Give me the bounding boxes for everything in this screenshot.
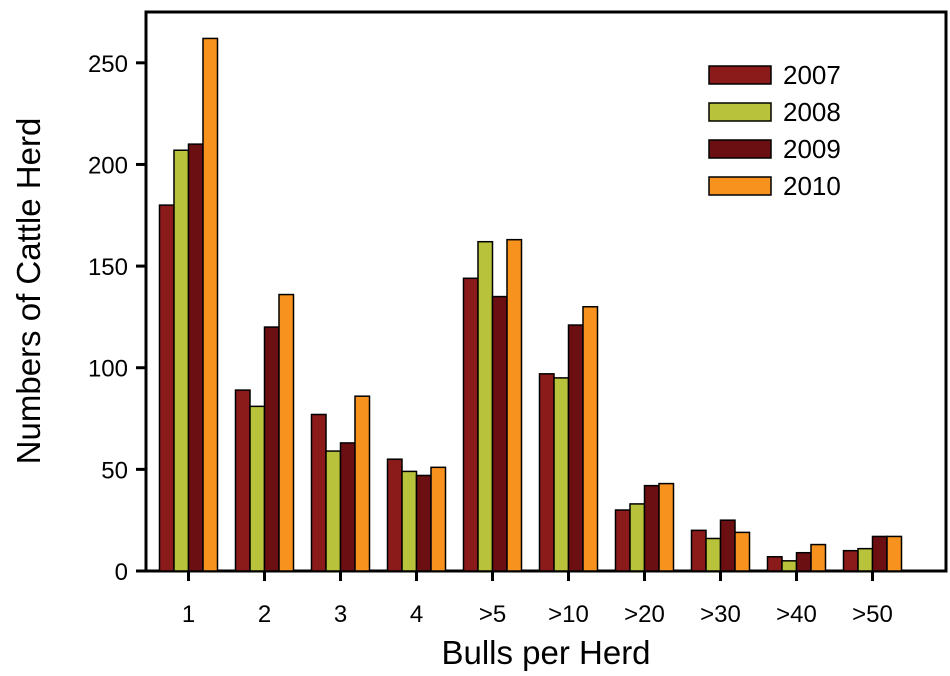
- legend: 2007 2008 2009 2010: [708, 60, 841, 201]
- x-axis-title: Bulls per Herd: [441, 634, 650, 671]
- x-tick-label: 4: [410, 601, 423, 628]
- legend-label-2010: 2010: [783, 171, 841, 201]
- bar-2008-2: [325, 450, 342, 572]
- legend-swatch-2009: [708, 139, 772, 159]
- bar-2010-6: [658, 482, 675, 572]
- x-tick-label: >50: [852, 601, 893, 628]
- bar-2008-8: [781, 560, 798, 572]
- x-tick-label: 2: [258, 601, 271, 628]
- y-tick-label: 0: [115, 559, 128, 586]
- x-axis: 1 2 3 4 >5 >10 >20 >30 >40 >50: [182, 571, 893, 628]
- y-tick-label: 150: [88, 254, 128, 281]
- legend-label-2007: 2007: [783, 60, 841, 90]
- bar-2009-7: [719, 519, 736, 572]
- bar-2008-3: [401, 470, 418, 572]
- x-tick-label: >20: [624, 601, 665, 628]
- x-tick-label: 1: [182, 601, 195, 628]
- bar-2008-9: [857, 547, 874, 572]
- bar-2009-9: [871, 535, 888, 572]
- bar-2008-4: [477, 240, 494, 572]
- y-tick-label: 200: [88, 152, 128, 179]
- bar-2010-4: [506, 238, 523, 572]
- y-tick-label: 50: [101, 457, 128, 484]
- bar-2007-0: [158, 204, 175, 572]
- bar-2007-4: [462, 277, 479, 572]
- bar-2009-1: [263, 326, 280, 572]
- bar-2010-0: [202, 37, 219, 572]
- bar-2007-5: [538, 373, 555, 572]
- y-axis: 0 50 100 150 200 250: [88, 51, 146, 586]
- bar-2010-9: [886, 535, 903, 572]
- bar-2007-7: [690, 529, 707, 572]
- bar-2007-2: [310, 413, 327, 572]
- bar-2009-0: [187, 143, 204, 572]
- bar-2009-6: [643, 484, 660, 572]
- y-axis-title: Numbers of Cattle Herd: [10, 118, 47, 465]
- bar-2010-8: [810, 543, 827, 572]
- legend-label-2008: 2008: [783, 97, 841, 127]
- bar-2007-1: [234, 389, 251, 572]
- bar-2008-6: [629, 503, 646, 572]
- y-tick-label: 100: [88, 356, 128, 383]
- legend-swatch-2007: [708, 65, 772, 85]
- x-tick-label: 3: [334, 601, 347, 628]
- bar-2008-0: [173, 149, 190, 572]
- x-tick-label: >30: [700, 601, 741, 628]
- bar-2009-8: [795, 551, 812, 572]
- bar-2007-6: [614, 509, 631, 572]
- x-tick-label: >40: [776, 601, 817, 628]
- bar-2009-3: [415, 474, 432, 572]
- y-tick-label: 250: [88, 51, 128, 78]
- bar-2009-4: [491, 295, 508, 572]
- x-tick-label: >10: [548, 601, 589, 628]
- bar-2007-3: [386, 458, 403, 572]
- bar-2007-9: [842, 549, 859, 572]
- legend-label-2009: 2009: [783, 134, 841, 164]
- bar-2009-5: [567, 324, 584, 572]
- bar-2010-3: [430, 466, 447, 572]
- bar-2008-7: [705, 537, 722, 572]
- legend-swatch-2010: [708, 176, 772, 196]
- bar-2007-8: [766, 556, 783, 572]
- bar-2010-2: [354, 395, 371, 572]
- bar-2008-5: [553, 377, 570, 572]
- bar-2008-1: [249, 405, 266, 572]
- bar-2010-5: [582, 306, 599, 572]
- bars-layer: [158, 37, 903, 572]
- x-tick-label: >5: [479, 601, 506, 628]
- legend-swatch-2008: [708, 102, 772, 122]
- bar-2009-2: [339, 442, 356, 572]
- bar-2010-1: [278, 293, 295, 572]
- bar-2010-7: [734, 531, 751, 572]
